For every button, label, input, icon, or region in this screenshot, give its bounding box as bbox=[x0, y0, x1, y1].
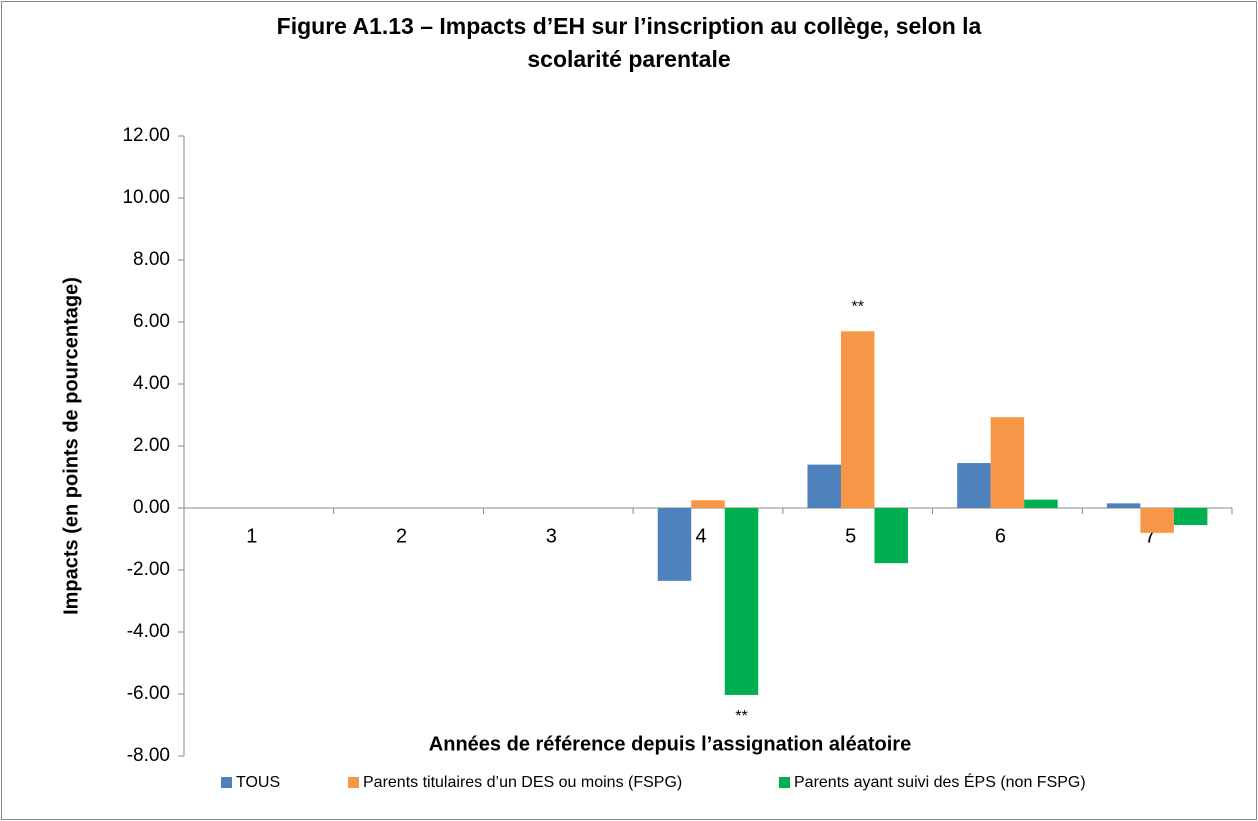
y-tick-label: -2.00 bbox=[127, 559, 170, 580]
chart-title: Figure A1.13 – Impacts d’EH sur l’inscri… bbox=[276, 13, 982, 72]
legend-swatch bbox=[779, 777, 790, 788]
x-tick-label: 1 bbox=[246, 525, 257, 547]
y-tick-label: 6.00 bbox=[133, 311, 170, 332]
x-tick-label: 3 bbox=[546, 525, 557, 547]
legend-swatch bbox=[348, 777, 359, 788]
y-tick-label: 12.00 bbox=[122, 125, 170, 146]
bar bbox=[990, 417, 1025, 508]
bar bbox=[724, 508, 759, 695]
bar bbox=[1173, 508, 1208, 526]
y-tick-label: -8.00 bbox=[127, 745, 170, 766]
y-tick-label: 2.00 bbox=[133, 435, 170, 456]
bar bbox=[1140, 508, 1174, 533]
x-tick-label: 5 bbox=[845, 525, 856, 547]
bar bbox=[691, 500, 725, 508]
y-tick-label: -4.00 bbox=[127, 621, 170, 642]
bar bbox=[874, 508, 908, 564]
y-tick-label: 10.00 bbox=[122, 187, 170, 208]
legend-label: Parents ayant suivi des ÉPS (non FSPG) bbox=[794, 772, 1086, 791]
y-tick-label: -6.00 bbox=[127, 683, 170, 704]
y-axis-label: Impacts (en points de pourcentage) bbox=[60, 277, 82, 615]
annotation: ** bbox=[735, 708, 747, 725]
x-tick-label: 2 bbox=[396, 525, 407, 547]
x-tick-label: 6 bbox=[995, 525, 1006, 547]
y-tick-label: 4.00 bbox=[133, 373, 170, 394]
legend-swatch bbox=[221, 777, 232, 788]
annotation: ** bbox=[851, 299, 863, 316]
legend-label: TOUS bbox=[236, 774, 280, 791]
bar bbox=[807, 464, 841, 508]
x-axis-label: Années de référence depuis l’assignation… bbox=[429, 733, 911, 755]
bar bbox=[657, 508, 692, 581]
x-tick-label: 7 bbox=[1145, 525, 1156, 547]
bar bbox=[957, 463, 991, 508]
bar bbox=[840, 331, 875, 508]
bar bbox=[1106, 503, 1141, 508]
y-tick-label: 8.00 bbox=[133, 249, 170, 270]
bar bbox=[1024, 499, 1058, 508]
y-tick-label: 0.00 bbox=[133, 497, 170, 518]
legend-label: Parents titulaires d’un DES ou moins (FS… bbox=[363, 774, 682, 791]
x-tick-label: 4 bbox=[695, 525, 706, 547]
